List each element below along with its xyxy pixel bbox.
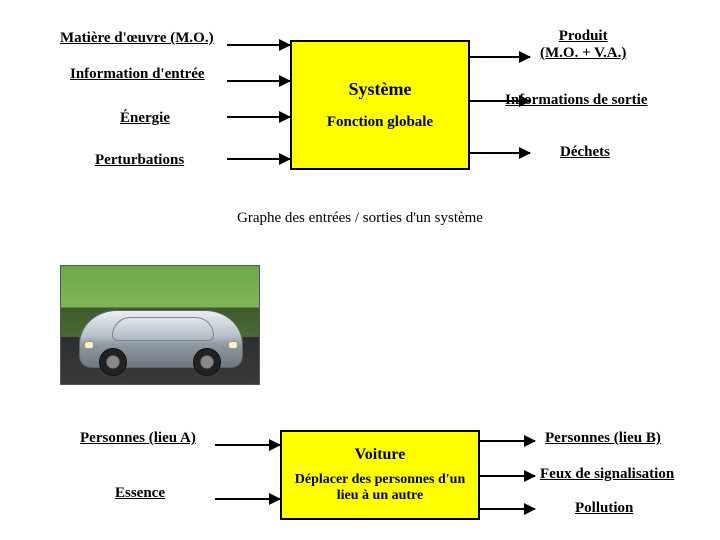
d2-output-personnes: Personnes (lieu B) <box>545 430 661 447</box>
input-label-energie: Énergie <box>120 110 170 127</box>
system-subtitle: Fonction globale <box>327 114 433 131</box>
voiture-title: Voiture <box>355 446 406 464</box>
d2-output-pollution: Pollution <box>575 500 633 517</box>
d2-arrow-in-2 <box>215 498 280 500</box>
wheel-right <box>193 348 221 376</box>
arrow-in-4 <box>227 158 290 160</box>
system-title: Système <box>349 79 412 100</box>
d2-arrow-out-2 <box>480 475 535 477</box>
headlight-right <box>228 341 238 349</box>
d2-arrow-out-3 <box>480 508 535 510</box>
arrow-in-1 <box>227 44 290 46</box>
arrow-in-3 <box>227 116 290 118</box>
arrow-out-1 <box>470 56 530 58</box>
d2-arrow-out-1 <box>480 440 535 442</box>
system-box: Système Fonction globale <box>290 40 470 170</box>
headlight-left <box>84 341 94 349</box>
output-produit-l2: (M.O. + V.A.) <box>540 45 626 62</box>
output-label-info: Informations de sortie <box>505 92 648 109</box>
voiture-box: Voiture Déplacer des personnes d'un lieu… <box>280 430 480 520</box>
car-image <box>60 265 260 385</box>
input-label-perturb: Perturbations <box>95 152 184 169</box>
voiture-subtitle: Déplacer des personnes d'un lieu à un au… <box>282 472 478 504</box>
output-label-dechets: Déchets <box>560 144 610 161</box>
d2-input-essence: Essence <box>115 485 165 502</box>
input-label-mo: Matière d'œuvre (M.O.) <box>60 30 214 47</box>
arrow-in-2 <box>227 80 290 82</box>
arrow-out-3 <box>470 152 530 154</box>
d2-output-feux: Feux de signalisation <box>540 466 674 483</box>
input-label-info: Information d'entrée <box>70 66 205 83</box>
output-produit-l1: Produit <box>540 28 626 45</box>
output-label-produit: Produit (M.O. + V.A.) <box>540 28 626 62</box>
wheel-left <box>99 348 127 376</box>
d2-arrow-in-1 <box>215 444 280 446</box>
caption: Graphe des entrées / sorties d'un systèm… <box>0 210 720 227</box>
d2-input-personnes: Personnes (lieu A) <box>80 430 196 447</box>
